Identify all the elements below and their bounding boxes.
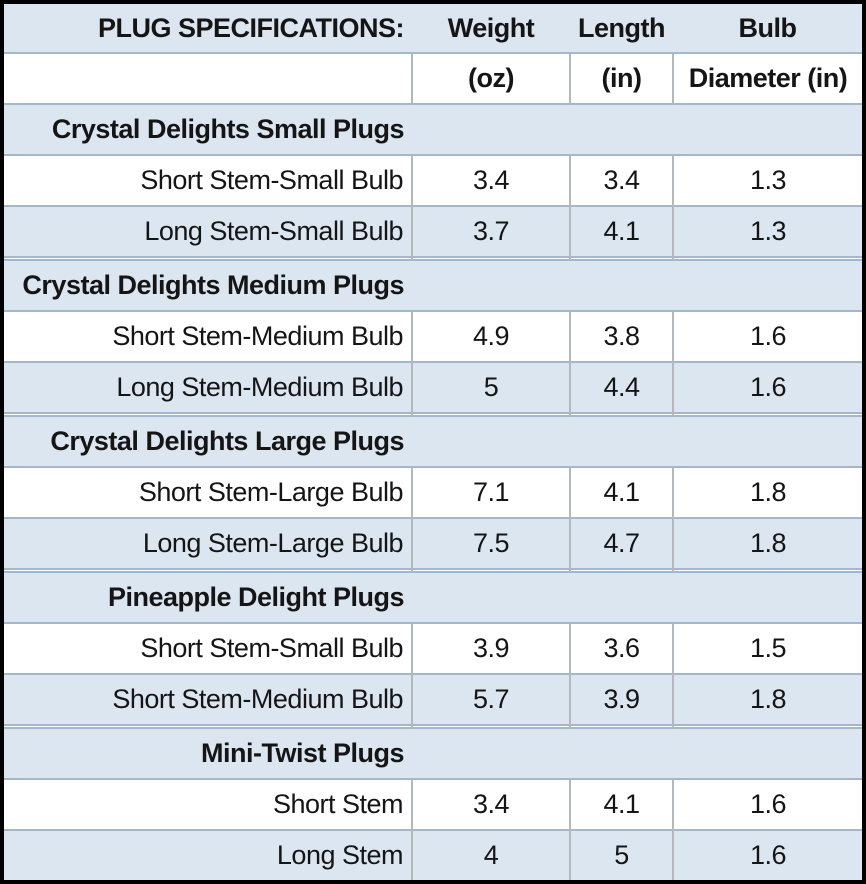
length-cell: 3.9 xyxy=(569,673,673,726)
section-header-row: Crystal Delights Small Plugs xyxy=(4,103,862,156)
length-cell: 3.4 xyxy=(569,154,673,207)
spec-row: Long Stem-Large Bulb 7.5 4.7 1.8 xyxy=(4,517,862,570)
spec-row: Short Stem-Medium Bulb 4.9 3.8 1.6 xyxy=(4,310,862,363)
section-header-row: Mini-Twist Plugs xyxy=(4,727,862,780)
weight-cell: 5 xyxy=(411,361,570,414)
spec-row: Short Stem 3.4 4.1 1.6 xyxy=(4,778,862,831)
weight-cell: 3.4 xyxy=(411,154,570,207)
length-cell: 5 xyxy=(569,829,673,880)
row-label-cell: Short Stem-Medium Bulb xyxy=(4,310,412,363)
bulb-diameter-cell: 1.6 xyxy=(672,778,862,831)
bulb-column-header: Bulb xyxy=(673,4,862,54)
length-cell: 3.6 xyxy=(569,622,673,675)
bulb-diameter-cell: 1.8 xyxy=(672,466,862,519)
header-spacer-cell xyxy=(4,52,412,105)
bulb-unit: Diameter (in) xyxy=(672,52,862,105)
weight-cell: 4.9 xyxy=(411,310,570,363)
spec-row: Long Stem-Medium Bulb 5 4.4 1.6 xyxy=(4,361,862,414)
bulb-diameter-cell: 1.8 xyxy=(672,517,862,570)
weight-column-header: Weight xyxy=(412,4,570,54)
spec-row: Short Stem-Large Bulb 7.1 4.1 1.8 xyxy=(4,466,862,519)
length-unit: (in) xyxy=(569,52,673,105)
spec-row: Long Stem 4 5 1.6 xyxy=(4,829,862,880)
bulb-diameter-cell: 1.6 xyxy=(672,829,862,880)
bulb-diameter-cell: 1.6 xyxy=(672,361,862,414)
row-label-cell: Short Stem-Medium Bulb xyxy=(4,673,412,726)
row-label-cell: Long Stem-Medium Bulb xyxy=(4,361,412,414)
section-header-row: Crystal Delights Large Plugs xyxy=(4,415,862,468)
length-cell: 4.1 xyxy=(569,466,673,519)
bulb-diameter-cell: 1.8 xyxy=(672,673,862,726)
weight-cell: 5.7 xyxy=(411,673,570,726)
row-label-cell: Long Stem-Large Bulb xyxy=(4,517,412,570)
row-label-cell: Long Stem-Small Bulb xyxy=(4,205,412,258)
empty-row xyxy=(4,568,862,573)
column-header-row: PLUG SPECIFICATIONS: Weight Length Bulb xyxy=(4,4,862,54)
section-header-row: Crystal Delights Medium Plugs xyxy=(4,259,862,312)
section-header-label: Pineapple Delight Plugs xyxy=(4,571,412,624)
section-header-label: Crystal Delights Large Plugs xyxy=(4,415,412,468)
length-cell: 4.7 xyxy=(569,517,673,570)
weight-unit: (oz) xyxy=(411,52,570,105)
weight-cell: 7.1 xyxy=(411,466,570,519)
spec-row: Short Stem-Medium Bulb 5.7 3.9 1.8 xyxy=(4,673,862,726)
length-cell: 4.1 xyxy=(569,205,673,258)
row-label-cell: Short Stem-Large Bulb xyxy=(4,466,412,519)
bulb-diameter-cell: 1.6 xyxy=(672,310,862,363)
bulb-diameter-cell: 1.3 xyxy=(672,205,862,258)
row-label-cell: Short Stem xyxy=(4,778,412,831)
section-header-label: Mini-Twist Plugs xyxy=(4,727,412,780)
empty-row xyxy=(4,256,862,261)
spec-row: Short Stem-Small Bulb 3.9 3.6 1.5 xyxy=(4,622,862,675)
length-cell: 4.1 xyxy=(569,778,673,831)
section-header-label: Crystal Delights Small Plugs xyxy=(4,103,412,156)
weight-cell: 7.5 xyxy=(411,517,570,570)
weight-cell: 3.9 xyxy=(411,622,570,675)
spec-row: Long Stem-Small Bulb 3.7 4.1 1.3 xyxy=(4,205,862,258)
bulb-diameter-cell: 1.3 xyxy=(672,154,862,207)
length-cell: 4.4 xyxy=(569,361,673,414)
table-title: PLUG SPECIFICATIONS: xyxy=(4,4,412,54)
column-units-row: (oz) (in) Diameter (in) xyxy=(4,52,862,105)
section-header-label: Crystal Delights Medium Plugs xyxy=(4,259,412,312)
row-label-cell: Short Stem-Small Bulb xyxy=(4,154,412,207)
empty-row xyxy=(4,724,862,729)
bulb-diameter-cell: 1.5 xyxy=(672,622,862,675)
empty-row xyxy=(4,412,862,417)
length-cell: 3.8 xyxy=(569,310,673,363)
weight-cell: 4 xyxy=(411,829,570,880)
weight-cell: 3.7 xyxy=(411,205,570,258)
specs-table: PLUG SPECIFICATIONS: Weight Length Bulb … xyxy=(4,4,862,880)
spec-row: Short Stem-Small Bulb 3.4 3.4 1.3 xyxy=(4,154,862,207)
row-label-cell: Long Stem xyxy=(4,829,412,880)
length-column-header: Length xyxy=(570,4,673,54)
weight-cell: 3.4 xyxy=(411,778,570,831)
row-label-cell: Short Stem-Small Bulb xyxy=(4,622,412,675)
section-header-row: Pineapple Delight Plugs xyxy=(4,571,862,624)
